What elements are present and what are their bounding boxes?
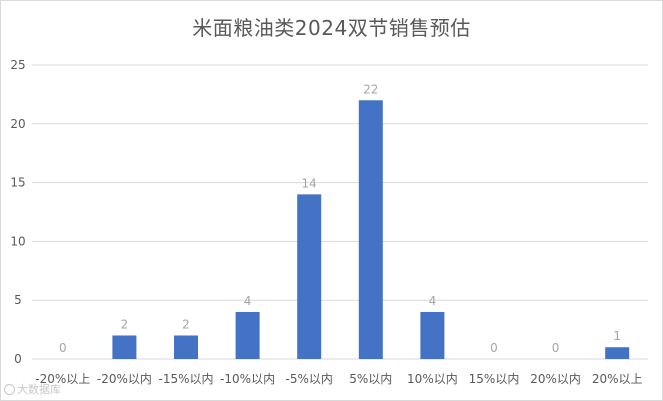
y-tick-label: 10 <box>10 234 25 248</box>
x-tick-label: -5%以内 <box>286 372 333 386</box>
data-label: 0 <box>490 341 498 355</box>
bar <box>420 311 445 359</box>
x-tick-label: 20%以上 <box>592 372 643 386</box>
x-tick-label: 10%以内 <box>407 372 458 386</box>
bar <box>174 335 198 359</box>
bar <box>605 347 630 359</box>
x-tick-label: -15%以内 <box>158 372 213 386</box>
bar <box>358 100 383 359</box>
bar <box>112 335 137 359</box>
data-label: 4 <box>244 294 252 308</box>
data-label: 1 <box>613 329 621 343</box>
y-tick-label: 0 <box>14 352 22 366</box>
bar <box>297 194 322 359</box>
data-label: 4 <box>429 294 437 308</box>
data-label: 0 <box>59 341 67 355</box>
chart-title: 米面粮油类2024双节销售预估 <box>192 16 471 40</box>
x-tick-label: 15%以内 <box>469 372 520 386</box>
x-tick-label: 20%以内 <box>530 372 581 386</box>
data-label: 22 <box>363 82 378 96</box>
x-tick-label: 5%以内 <box>349 372 392 386</box>
watermark: 大数据库 <box>4 381 61 397</box>
bar <box>235 311 260 359</box>
data-label: 0 <box>552 341 560 355</box>
y-tick-label: 25 <box>10 58 25 72</box>
y-tick-label: 5 <box>14 293 22 307</box>
x-tick-label: -20%以上 <box>35 372 90 386</box>
y-tick-label: 20 <box>10 117 25 131</box>
data-label: 2 <box>121 317 129 331</box>
y-tick-label: 15 <box>10 176 25 190</box>
data-label: 14 <box>302 176 317 190</box>
watermark-text: 大数据库 <box>17 383 61 396</box>
x-tick-label: -20%以内 <box>97 372 152 386</box>
data-label: 2 <box>182 317 190 331</box>
watermark-logo-icon <box>4 383 15 395</box>
x-tick-label: -10%以内 <box>220 372 275 386</box>
